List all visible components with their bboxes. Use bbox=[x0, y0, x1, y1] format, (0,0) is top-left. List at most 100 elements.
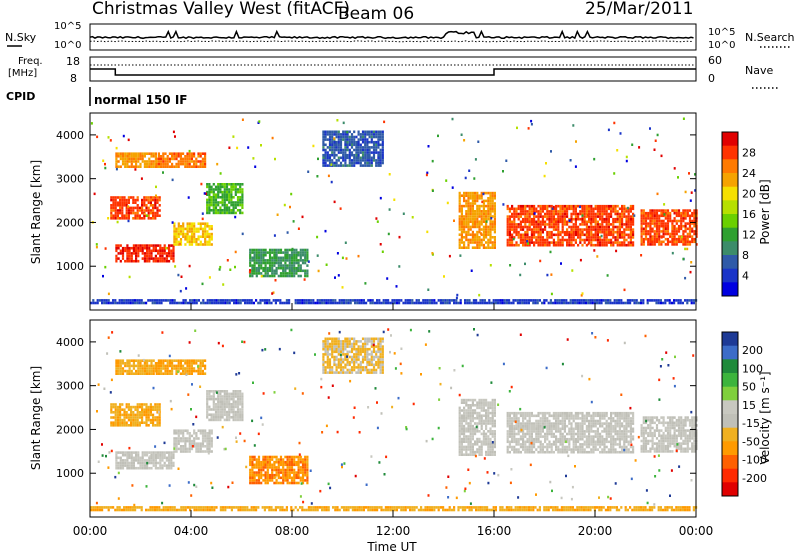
heatmap-cell bbox=[680, 240, 683, 244]
heatmap-cell bbox=[293, 471, 296, 474]
heatmap-cell bbox=[460, 427, 463, 430]
heatmap-cell bbox=[126, 155, 129, 158]
heatmap-cell bbox=[210, 227, 213, 231]
heatmap-cell bbox=[372, 135, 376, 139]
heatmap-cell bbox=[179, 152, 182, 155]
heatmap-cell bbox=[116, 196, 119, 199]
heatmap-cell bbox=[406, 299, 409, 302]
heatmap-cell bbox=[239, 413, 242, 416]
heatmap-cell bbox=[124, 155, 127, 158]
heatmap-cell bbox=[152, 160, 155, 163]
heatmap-cell bbox=[337, 340, 340, 343]
heatmap-cell bbox=[259, 301, 262, 305]
heatmap-cell bbox=[221, 201, 224, 204]
heatmap-cell bbox=[530, 238, 533, 242]
heatmap-cell bbox=[129, 301, 132, 305]
heatmap-cell bbox=[221, 203, 224, 207]
heatmap-cell bbox=[561, 210, 564, 213]
heatmap-cell bbox=[627, 210, 630, 213]
heatmap-cell bbox=[502, 170, 504, 173]
heatmap-cell bbox=[644, 235, 648, 238]
heatmap-cell bbox=[166, 359, 169, 362]
heatmap-cell bbox=[230, 408, 233, 411]
heatmap-cell bbox=[571, 269, 574, 272]
heatmap-cell bbox=[155, 369, 158, 373]
heatmap-cell bbox=[337, 345, 340, 348]
heatmap-cell bbox=[582, 299, 585, 302]
heatmap-cell bbox=[370, 159, 373, 162]
heatmap-cell bbox=[467, 197, 470, 200]
heatmap-cell bbox=[235, 301, 238, 305]
heatmap-cell bbox=[594, 217, 597, 221]
heatmap-cell bbox=[137, 259, 140, 263]
heatmap-cell bbox=[241, 211, 244, 215]
heatmap-cell bbox=[344, 133, 347, 136]
heatmap-cell bbox=[655, 301, 658, 305]
heatmap-cell bbox=[130, 157, 133, 161]
heatmap-cell bbox=[168, 364, 171, 368]
heatmap-cell bbox=[381, 133, 384, 136]
heatmap-cell bbox=[110, 198, 113, 202]
heatmap-cell bbox=[130, 359, 133, 362]
heatmap-cell bbox=[186, 162, 189, 166]
heatmap-cell bbox=[197, 445, 200, 448]
heatmap-cell bbox=[592, 212, 595, 216]
heatmap-cell bbox=[184, 165, 187, 168]
heatmap-cell bbox=[110, 204, 113, 207]
heatmap-cell bbox=[146, 466, 149, 470]
heatmap-cell bbox=[471, 238, 474, 242]
heatmap-cell bbox=[632, 241, 635, 244]
heatmap-cell bbox=[331, 146, 334, 149]
heatmap-cell bbox=[140, 299, 143, 302]
heatmap-cell bbox=[640, 224, 643, 228]
heatmap-cell bbox=[513, 243, 516, 247]
heatmap-cell bbox=[217, 209, 220, 212]
heatmap-cell bbox=[234, 413, 237, 416]
heatmap-cell bbox=[658, 209, 661, 212]
heatmap-cell bbox=[599, 243, 602, 247]
heatmap-cell bbox=[624, 301, 627, 305]
heatmap-cell bbox=[656, 133, 659, 137]
heatmap-cell bbox=[186, 369, 189, 373]
heatmap-cell bbox=[556, 299, 559, 302]
heatmap-cell bbox=[143, 162, 146, 166]
heatmap-cell bbox=[511, 220, 514, 224]
heatmap-cell bbox=[127, 299, 130, 302]
heatmap-cell bbox=[114, 198, 117, 202]
heatmap-cell bbox=[219, 405, 222, 409]
heatmap-cell bbox=[487, 228, 490, 231]
heatmap-cell bbox=[629, 225, 632, 229]
heatmap-cell bbox=[673, 301, 676, 305]
heatmap-cell bbox=[290, 476, 294, 480]
heatmap-cell bbox=[217, 395, 220, 398]
heatmap-cell bbox=[466, 299, 469, 302]
heatmap-cell bbox=[387, 301, 390, 305]
heatmap-cell bbox=[273, 274, 276, 278]
heatmap-cell bbox=[166, 372, 169, 375]
heatmap-cell bbox=[268, 460, 272, 464]
heatmap-cell bbox=[188, 227, 191, 231]
heatmap-cell bbox=[137, 459, 140, 462]
heatmap-cell bbox=[150, 165, 153, 168]
heatmap-cell bbox=[152, 165, 155, 168]
heatmap-cell bbox=[618, 225, 621, 229]
heatmap-cell bbox=[379, 138, 382, 141]
heatmap-cell bbox=[655, 237, 659, 241]
heatmap-cell bbox=[469, 217, 472, 221]
heatmap-cell bbox=[577, 228, 580, 231]
heatmap-cell bbox=[331, 353, 334, 356]
heatmap-cell bbox=[138, 214, 141, 217]
heatmap-cell bbox=[649, 235, 652, 238]
heatmap-cell bbox=[551, 207, 554, 210]
heatmap-cell bbox=[206, 403, 209, 406]
heatmap-cell bbox=[210, 188, 213, 191]
heatmap-cell bbox=[125, 403, 128, 406]
heatmap-cell bbox=[621, 217, 624, 221]
heatmap-cell bbox=[130, 252, 133, 255]
heatmap-cell bbox=[585, 301, 588, 305]
heatmap-cell bbox=[212, 198, 215, 202]
heatmap-cell bbox=[268, 473, 272, 477]
heatmap-cell bbox=[621, 241, 624, 244]
heatmap-cell bbox=[137, 249, 140, 253]
heatmap-cell bbox=[141, 464, 144, 467]
